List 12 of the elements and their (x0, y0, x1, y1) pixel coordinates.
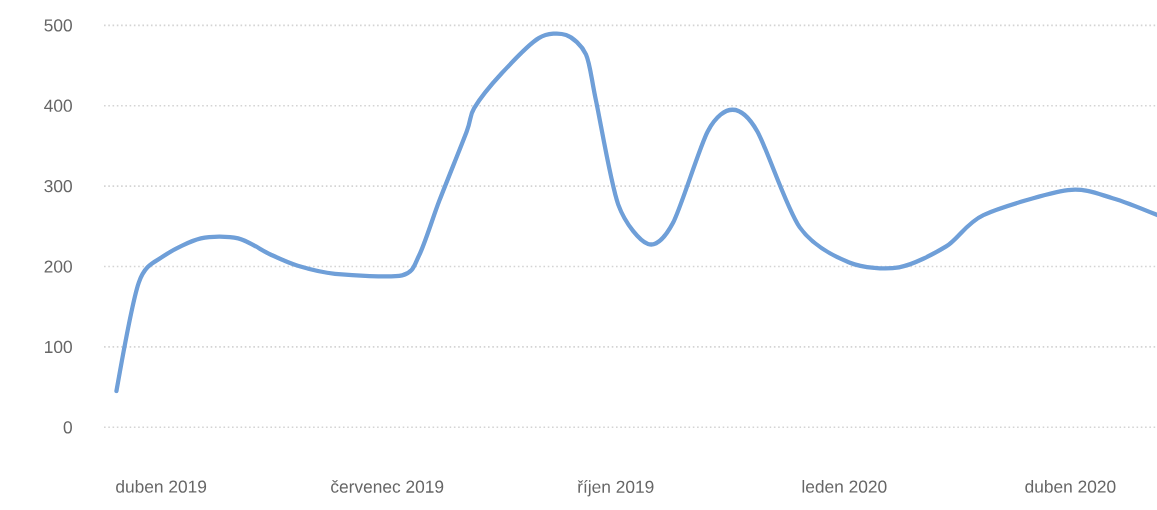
x-tick-label: leden 2020 (802, 480, 887, 493)
x-tick-label: duben 2020 (1025, 480, 1116, 493)
y-tick-label: 0 (63, 421, 72, 434)
y-tick-label: 200 (44, 260, 72, 273)
y-tick-label: 300 (44, 179, 72, 193)
x-tick-label: říjen 2019 (577, 480, 654, 497)
y-tick-label: 100 (45, 340, 72, 354)
line-series (114, 32, 1157, 394)
x-tick-label: duben 2019 (116, 480, 207, 493)
y-tick-label: 400 (44, 99, 72, 112)
x-tick-label: červenec 2019 (331, 480, 444, 493)
y-tick-label: 500 (44, 19, 72, 32)
